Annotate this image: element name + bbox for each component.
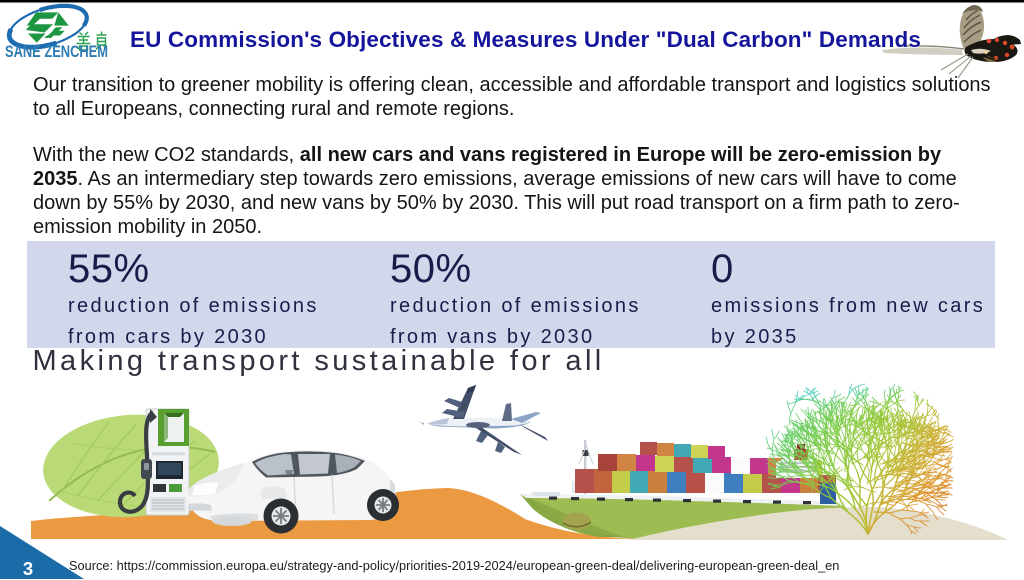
svg-text:SANE ZENCHEM: SANE ZENCHEM (5, 43, 108, 61)
